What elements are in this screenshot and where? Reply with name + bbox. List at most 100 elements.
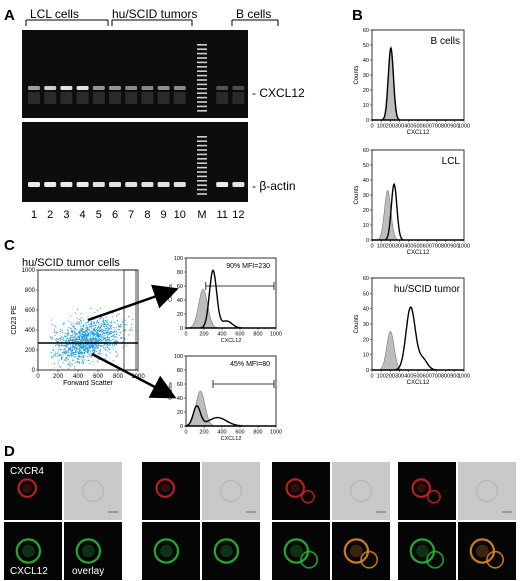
actin-band bbox=[109, 182, 121, 187]
scatter-point bbox=[65, 352, 67, 354]
scatter-point bbox=[96, 350, 98, 352]
scatter-point bbox=[72, 345, 74, 347]
ladder-band bbox=[197, 79, 207, 81]
ladder-band bbox=[197, 48, 207, 50]
scatter-point bbox=[78, 332, 80, 333]
scatter-point bbox=[77, 358, 79, 360]
scatter-point bbox=[61, 343, 63, 345]
scatter-point bbox=[86, 339, 88, 341]
scatter-point bbox=[76, 321, 78, 323]
cell-signal bbox=[15, 538, 42, 564]
scatter-point bbox=[93, 338, 95, 340]
scatter-point bbox=[67, 355, 69, 357]
scatter-point bbox=[96, 335, 98, 337]
cell-signal-core bbox=[289, 544, 303, 558]
scatter-point bbox=[97, 361, 99, 363]
scatter-point bbox=[80, 313, 82, 315]
scatter-point bbox=[54, 329, 55, 331]
scatter-point bbox=[109, 333, 111, 334]
scatter-point bbox=[64, 336, 66, 338]
channel-label-cxcr4: CXCR4 bbox=[10, 466, 44, 477]
lane-label: 12 bbox=[232, 209, 244, 221]
cell-outline bbox=[82, 480, 104, 502]
scatter-point bbox=[107, 347, 109, 349]
scatter-point bbox=[109, 325, 111, 327]
actin-band bbox=[216, 182, 229, 187]
scatter-point bbox=[65, 351, 67, 353]
scatter-point bbox=[66, 344, 68, 346]
scatter-point bbox=[93, 334, 95, 335]
scatter-point bbox=[90, 345, 92, 347]
scatter-point bbox=[88, 339, 90, 341]
scatter-point bbox=[96, 340, 98, 342]
scatter-point bbox=[96, 334, 98, 336]
scatter-point bbox=[72, 340, 74, 341]
x-tick-label: 1000 bbox=[270, 430, 282, 436]
scatter-point bbox=[81, 337, 83, 339]
scatter-point bbox=[111, 332, 113, 334]
x-tick-label: 700 bbox=[432, 374, 441, 380]
scatter-point bbox=[94, 343, 96, 345]
ladder-band bbox=[197, 171, 207, 173]
scatter-point bbox=[70, 339, 72, 341]
scatter-point bbox=[86, 321, 88, 323]
scatter-point bbox=[75, 339, 77, 341]
x-tick-label: 0 bbox=[36, 374, 40, 380]
scatter-point bbox=[82, 349, 84, 351]
scatter-point bbox=[110, 331, 112, 333]
scatter-point bbox=[92, 344, 94, 346]
scatter-point bbox=[86, 327, 88, 329]
scatter-point bbox=[55, 332, 57, 334]
scatter-point bbox=[104, 323, 106, 325]
scatter-point bbox=[99, 317, 101, 319]
hist-xlabel: CXCL12 bbox=[221, 338, 242, 344]
scatter-point bbox=[119, 326, 121, 328]
scatter-point bbox=[99, 319, 100, 321]
scatter-point bbox=[79, 339, 80, 340]
scatter-point bbox=[75, 344, 76, 346]
y-tick-label: 20 bbox=[177, 410, 183, 416]
scatter-point bbox=[106, 345, 108, 347]
scatter-point bbox=[100, 348, 101, 350]
scatter-point bbox=[76, 340, 78, 342]
cxcl12-histogram bbox=[185, 405, 276, 427]
fluorescence-image bbox=[142, 522, 200, 580]
scatter-point bbox=[95, 338, 97, 340]
scatter-point bbox=[88, 353, 90, 355]
scatter-point bbox=[76, 333, 78, 335]
scatter-point bbox=[112, 339, 114, 340]
scatter-point bbox=[102, 333, 104, 335]
scatter-point bbox=[103, 336, 105, 338]
scatter-point bbox=[82, 361, 84, 363]
scatter-point bbox=[116, 332, 118, 334]
scatter-point bbox=[83, 331, 85, 333]
x-tick-label: 1000 bbox=[458, 124, 470, 130]
scatter-point bbox=[92, 321, 94, 323]
scatter-point bbox=[89, 346, 91, 347]
scatter-point bbox=[81, 341, 83, 343]
lane-label: 1 bbox=[31, 209, 37, 221]
channel-label-cxcl12: CXCL12 bbox=[10, 566, 48, 577]
scatter-point bbox=[70, 352, 72, 354]
hist-ylabel: Counts bbox=[354, 185, 360, 204]
scatter-point bbox=[82, 330, 84, 332]
scatter-point bbox=[93, 325, 95, 327]
scatter-point bbox=[83, 324, 85, 326]
scatter-point bbox=[74, 352, 76, 354]
scatter-point bbox=[71, 329, 73, 331]
scatter-point bbox=[105, 340, 107, 341]
scatter-point bbox=[92, 340, 94, 342]
lane-label: 5 bbox=[96, 209, 102, 221]
scatter-point bbox=[110, 322, 112, 324]
scatter-point bbox=[82, 346, 84, 348]
scatter-point bbox=[107, 337, 109, 339]
scatter-point bbox=[82, 336, 84, 338]
cxcl12-band bbox=[60, 86, 73, 90]
scatter-point bbox=[70, 336, 72, 338]
scatter-point bbox=[92, 332, 94, 334]
scatter-point bbox=[111, 335, 113, 337]
scatter-point bbox=[62, 338, 64, 340]
scatter-point bbox=[100, 341, 102, 343]
scatter-point bbox=[111, 320, 113, 322]
y-tick-label: 60 bbox=[363, 148, 369, 154]
